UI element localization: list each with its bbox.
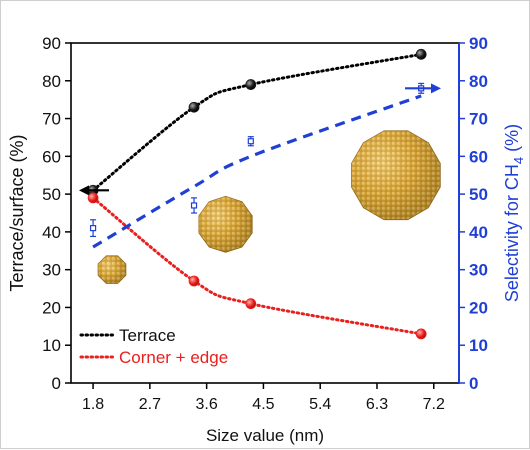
y-axis-title-right-suffix: (%) — [502, 124, 522, 157]
data-point-series-2 — [87, 192, 99, 204]
y-tick-label-right: 50 — [469, 185, 488, 204]
right-axis-arrow-icon — [431, 83, 441, 94]
y-tick-label-left: 10 — [42, 336, 61, 355]
selectivity-point — [190, 197, 198, 214]
x-tick-label: 5.4 — [309, 396, 331, 413]
data-point-series-2 — [245, 298, 257, 310]
x-tick-label: 2.7 — [139, 396, 161, 413]
nanoparticle-2 — [198, 195, 253, 253]
x-axis-title: Size value (nm) — [206, 426, 324, 445]
axes: 0 0 10 10 20 20 30 30 40 40 50 50 60 60 70 70 80 80 90 90 1.… — [42, 34, 488, 413]
data-point-series-1 — [415, 48, 427, 60]
y-tick-label-right: 80 — [469, 72, 488, 91]
y-tick-label-left: 0 — [52, 374, 61, 393]
y-tick-label-left: 30 — [42, 261, 61, 280]
selectivity-point — [247, 136, 254, 147]
nanoparticle-illustrations — [97, 130, 441, 284]
series-line-1 — [91, 52, 423, 192]
legend-label: Corner + edge — [119, 348, 228, 367]
y-axis-title-left: Terrace/surface (%) — [7, 134, 27, 291]
y-tick-label-right: 90 — [469, 34, 488, 53]
y-tick-label-left: 20 — [42, 298, 61, 317]
data-point-series-2 — [415, 328, 427, 340]
data-point-series-1 — [245, 79, 257, 90]
x-tick-label: 6.3 — [366, 396, 388, 413]
x-tick-label: 4.5 — [252, 396, 274, 413]
nanoparticle-3 — [351, 130, 441, 221]
y-tick-label-left: 50 — [42, 185, 61, 204]
y-tick-label-left: 40 — [42, 223, 61, 242]
data-point-series-1 — [188, 101, 200, 113]
nanoparticle-1 — [97, 255, 127, 284]
data-point-series-2 — [188, 275, 200, 287]
y-tick-label-right: 60 — [469, 147, 488, 166]
x-tick-label: 7.2 — [423, 396, 445, 413]
legend-label: Terrace — [119, 326, 176, 345]
series-markers — [87, 48, 427, 340]
series-curves — [91, 52, 423, 336]
y-axis-title-right: Selectivity for CH4 (%) — [502, 124, 526, 302]
y-tick-label-right: 40 — [469, 223, 488, 242]
y-tick-label-left: 60 — [42, 147, 61, 166]
y-tick-label-right: 70 — [469, 110, 488, 129]
y-tick-label-left: 70 — [42, 110, 61, 129]
axis-arrows — [79, 83, 441, 196]
y-tick-label-left: 90 — [42, 34, 61, 53]
selectivity-point — [89, 219, 97, 238]
y-tick-label-right: 0 — [469, 374, 478, 393]
y-tick-label-right: 30 — [469, 261, 488, 280]
y-axis-title-right-subscript: 4 — [511, 157, 526, 164]
series-line-2 — [91, 196, 423, 336]
legend: Terrace Corner + edge — [79, 326, 228, 367]
y-tick-label-right: 10 — [469, 336, 488, 355]
y-tick-label-right: 20 — [469, 298, 488, 317]
selectivity-trend-line — [92, 94, 422, 249]
left-axis-arrow-icon — [79, 185, 89, 196]
x-tick-label: 1.8 — [82, 396, 104, 413]
x-tick-label: 3.6 — [196, 396, 218, 413]
y-axis-title-right-main: Selectivity for CH — [502, 164, 522, 302]
y-tick-label-left: 80 — [42, 72, 61, 91]
